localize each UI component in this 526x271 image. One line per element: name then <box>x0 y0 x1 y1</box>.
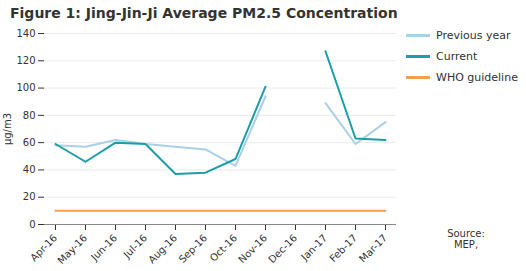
svg-text:Jan-17: Jan-17 <box>298 232 329 263</box>
svg-text:Oct-16: Oct-16 <box>208 232 240 264</box>
svg-text:Feb-17: Feb-17 <box>327 232 359 264</box>
svg-text:Dec-16: Dec-16 <box>266 232 299 265</box>
svg-text:120: 120 <box>16 55 35 66</box>
svg-text:Sep-16: Sep-16 <box>177 232 210 265</box>
svg-text:Nov-16: Nov-16 <box>236 232 269 265</box>
svg-text:μg/m3: μg/m3 <box>2 113 13 145</box>
html-text:WHO guideline: WHO guideline <box>436 71 518 84</box>
html-text:Current: Current <box>436 50 478 63</box>
svg-text:Jun-16: Jun-16 <box>88 232 119 263</box>
svg-text:140: 140 <box>16 28 35 39</box>
svg-text:Jul-16: Jul-16 <box>121 232 150 261</box>
svg-text:May-16: May-16 <box>55 232 89 266</box>
svg-text:60: 60 <box>23 137 36 148</box>
svg-text:80: 80 <box>23 110 36 121</box>
svg-text:Aug-16: Aug-16 <box>146 232 179 265</box>
html-text:Figure 1: Jing-Jin-Ji Average: Figure 1: Jing-Jin-Ji Average PM2.5 Conc… <box>10 5 398 21</box>
svg-text:40: 40 <box>23 164 36 175</box>
svg-text:Mar-17: Mar-17 <box>357 232 389 264</box>
svg-text:Apr-16: Apr-16 <box>28 232 60 264</box>
svg-text:0: 0 <box>29 219 35 230</box>
html-text:Source: MEP,: Source: MEP, <box>447 228 485 250</box>
svg-text:20: 20 <box>23 191 36 202</box>
svg-text:100: 100 <box>16 82 35 93</box>
html-text:Previous year: Previous year <box>436 29 511 42</box>
